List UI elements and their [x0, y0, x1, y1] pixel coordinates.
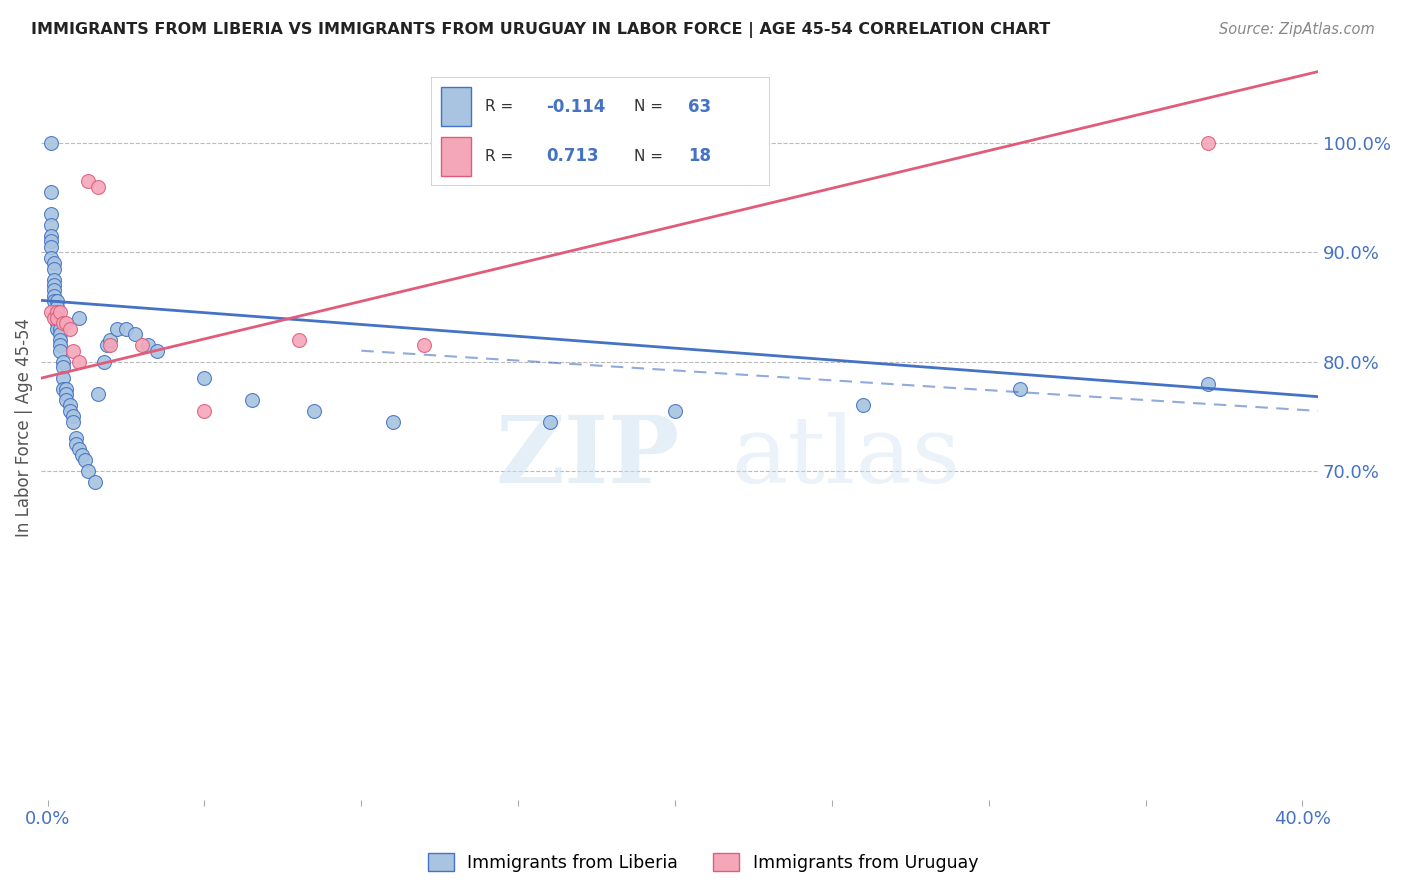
Point — [87, 387, 110, 401]
Point — [42, 284, 65, 298]
Point — [46, 310, 69, 325]
Point — [852, 399, 875, 413]
Text: ZIP: ZIP — [495, 412, 679, 502]
Point — [93, 354, 115, 368]
Point — [136, 338, 159, 352]
Point — [52, 316, 75, 330]
Point — [124, 327, 146, 342]
Point — [58, 404, 80, 418]
Point — [96, 338, 118, 352]
Point — [98, 333, 121, 347]
Point — [49, 343, 72, 358]
Point — [39, 234, 62, 248]
Point — [105, 322, 128, 336]
Point — [146, 343, 169, 358]
Point — [62, 409, 84, 424]
Text: atlas: atlas — [731, 412, 960, 502]
Point — [52, 360, 75, 375]
Point — [538, 415, 561, 429]
Point — [55, 316, 77, 330]
Point — [49, 338, 72, 352]
Point — [77, 464, 100, 478]
Point — [39, 207, 62, 221]
Point — [42, 256, 65, 270]
Point — [52, 382, 75, 396]
Point — [49, 333, 72, 347]
Point — [49, 327, 72, 342]
Point — [42, 310, 65, 325]
Point — [46, 300, 69, 314]
Point — [39, 185, 62, 199]
Point — [52, 354, 75, 368]
Point — [83, 475, 105, 489]
Text: Source: ZipAtlas.com: Source: ZipAtlas.com — [1219, 22, 1375, 37]
Point — [65, 431, 87, 445]
Point — [39, 305, 62, 319]
Legend: Immigrants from Liberia, Immigrants from Uruguay: Immigrants from Liberia, Immigrants from… — [420, 847, 986, 879]
Point — [39, 136, 62, 150]
Point — [42, 294, 65, 309]
Point — [65, 436, 87, 450]
Point — [240, 392, 263, 407]
Point — [67, 354, 90, 368]
Point — [193, 404, 215, 418]
Point — [55, 387, 77, 401]
Point — [58, 399, 80, 413]
Point — [42, 272, 65, 286]
Point — [115, 322, 138, 336]
Point — [62, 415, 84, 429]
Point — [75, 453, 97, 467]
Point — [77, 174, 100, 188]
Point — [131, 338, 153, 352]
Point — [39, 240, 62, 254]
Point — [70, 448, 93, 462]
Point — [413, 338, 436, 352]
Point — [46, 310, 69, 325]
Point — [55, 382, 77, 396]
Point — [98, 338, 121, 352]
Point — [1197, 376, 1219, 391]
Point — [62, 343, 84, 358]
Point — [1010, 382, 1032, 396]
Point — [87, 179, 110, 194]
Point — [46, 316, 69, 330]
Point — [67, 442, 90, 457]
Point — [49, 305, 72, 319]
Point — [664, 404, 686, 418]
Point — [46, 305, 69, 319]
Point — [58, 322, 80, 336]
Point — [46, 322, 69, 336]
Point — [1197, 136, 1219, 150]
Point — [49, 322, 72, 336]
Text: IMMIGRANTS FROM LIBERIA VS IMMIGRANTS FROM URUGUAY IN LABOR FORCE | AGE 45-54 CO: IMMIGRANTS FROM LIBERIA VS IMMIGRANTS FR… — [31, 22, 1050, 38]
Y-axis label: In Labor Force | Age 45-54: In Labor Force | Age 45-54 — [15, 318, 32, 537]
Point — [287, 333, 309, 347]
Point — [39, 218, 62, 232]
Point — [193, 371, 215, 385]
Point — [67, 310, 90, 325]
Point — [42, 289, 65, 303]
Point — [46, 305, 69, 319]
Point — [304, 404, 326, 418]
Point — [39, 251, 62, 265]
Point — [39, 228, 62, 243]
Point — [381, 415, 404, 429]
Point — [46, 294, 69, 309]
Point — [42, 278, 65, 293]
Point — [42, 261, 65, 276]
Point — [55, 392, 77, 407]
Point — [52, 371, 75, 385]
